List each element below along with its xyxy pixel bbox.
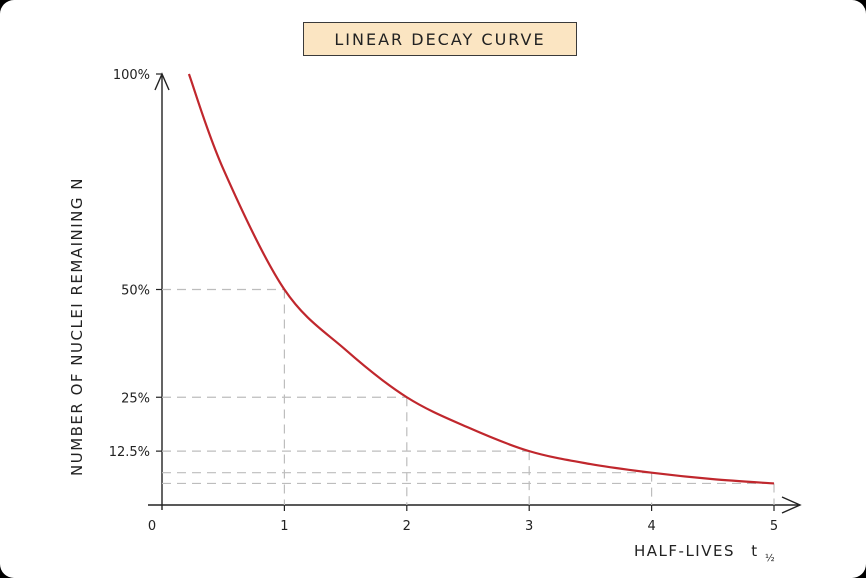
y-tick-label: 100% <box>113 68 150 83</box>
x-tick-label: 3 <box>525 519 533 534</box>
x-tick-label: 2 <box>403 519 411 534</box>
x-tick-label: 5 <box>770 519 778 534</box>
chart-title: LINEAR DECAY CURVE <box>303 22 577 56</box>
x-tick-label: 0 <box>148 519 156 534</box>
series-line <box>187 73 775 485</box>
y-axis-label: NUMBER OF NUCLEI REMAINING N <box>68 177 86 476</box>
y-tick-label: 12.5% <box>109 445 150 460</box>
y-tick-label: 50% <box>121 284 150 299</box>
x-tick-label: 4 <box>647 519 655 534</box>
x-tick-label: 1 <box>280 519 288 534</box>
y-tick-label: 25% <box>121 391 150 406</box>
x-axis-label-text: HALF-LIVES <box>634 542 735 560</box>
x-axis-label-symbol: t <box>751 542 758 560</box>
x-axis-label-subscript: ½ <box>765 552 776 564</box>
x-axis-arrow-icon <box>781 496 802 514</box>
x-axis-label: HALF-LIVES t ½ <box>634 542 776 564</box>
